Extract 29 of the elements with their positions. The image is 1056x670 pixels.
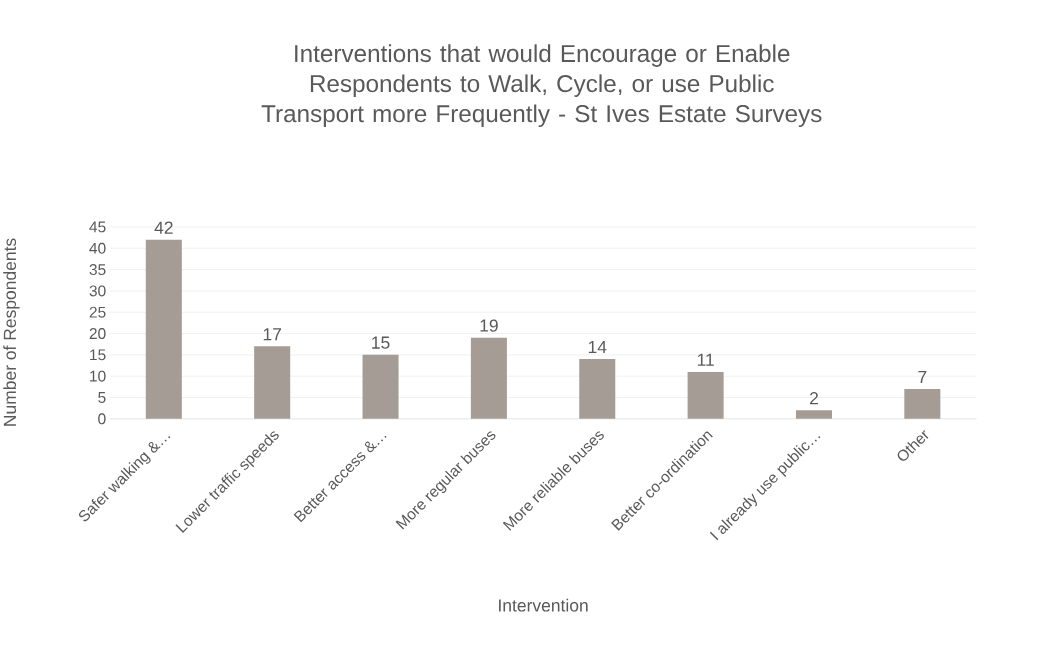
y-tick-label: 20 [89,328,106,339]
bar [362,354,399,419]
y-tick-label: 5 [98,392,106,403]
data-label: 14 [588,341,607,354]
bar [145,239,182,419]
data-label: 11 [697,353,714,366]
y-tick-label: 30 [89,285,106,297]
data-label: 2 [810,392,818,405]
bar [795,410,832,419]
data-label: 15 [372,336,390,349]
data-label: 7 [918,370,927,383]
data-label: 42 [154,221,173,234]
y-tick-label: 10 [90,370,106,382]
bar [470,337,507,419]
y-tick-label: 15 [90,349,106,361]
y-tick-label: 40 [89,242,106,254]
y-tick-label: 25 [89,306,106,318]
bar [254,346,291,419]
data-label: 17 [263,328,282,341]
bar [904,388,941,419]
bar [579,359,616,419]
y-tick-label: 45 [89,221,106,233]
x-axis-title: Intervention [499,598,588,612]
y-tick-label: 0 [98,413,106,425]
data-label: 19 [480,319,498,332]
y-tick-label: 35 [89,264,106,276]
bar [687,371,724,419]
chart-title: Interventions that would Encourage or Enable Respondents to Walk, Cycle, or use Public Transport more Frequently - St Ives Estate Surveys [261,44,822,128]
y-axis-title: Number of Respondents [3,238,20,426]
